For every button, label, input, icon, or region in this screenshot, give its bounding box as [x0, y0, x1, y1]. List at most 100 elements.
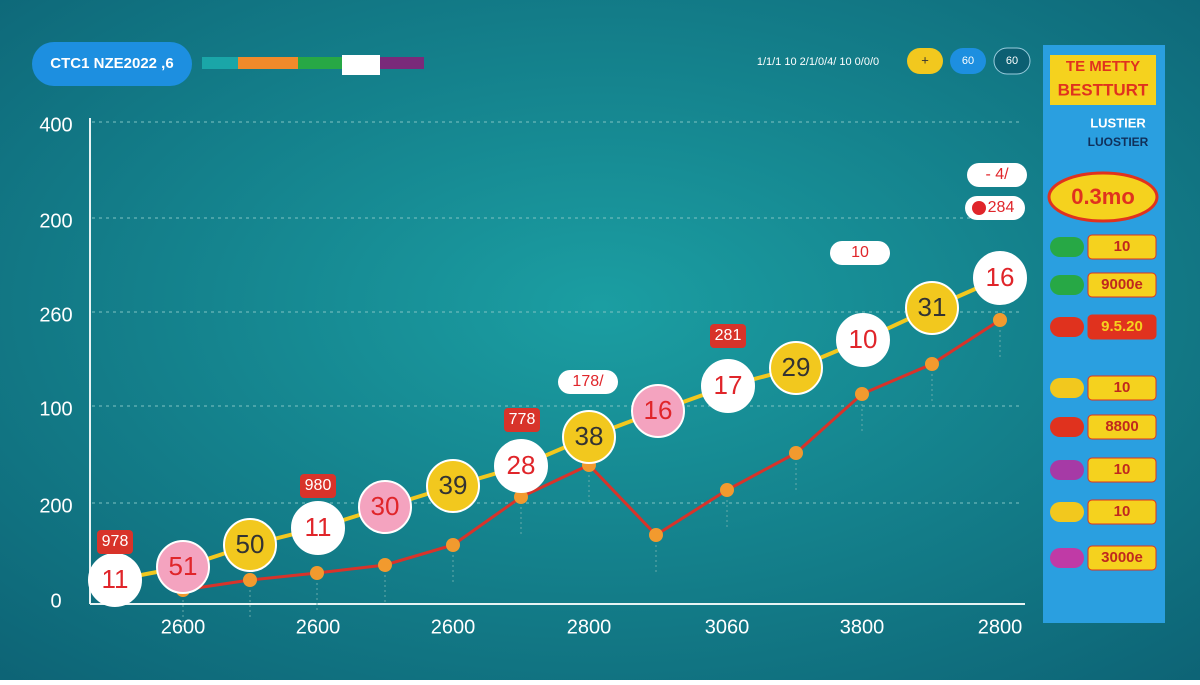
- row-box: [1087, 272, 1157, 298]
- red-dot: [993, 313, 1007, 327]
- bubble: [973, 251, 1027, 305]
- row-tag: [1050, 275, 1084, 295]
- red-dot: [446, 538, 460, 552]
- panel-title: TE METTY: [1066, 58, 1140, 75]
- bubble-label: 11: [305, 512, 332, 542]
- row-value: 9.5.20: [1101, 318, 1143, 335]
- callout-box: [967, 163, 1027, 187]
- bubble-label: 16: [986, 262, 1015, 292]
- bubble-label: 10: [849, 324, 878, 354]
- callout-box: [504, 408, 540, 432]
- panel-rows: 10 9000e 9.5.20 10 8800 10 10 3000e: [1050, 234, 1157, 571]
- row-tag: [1050, 548, 1084, 568]
- chart-area: 400 200 260 100 200 0 2600 2600 2600 2800 3060 3800…: [39, 114, 1027, 638]
- row-value: 9000e: [1101, 276, 1143, 293]
- row-tag: [1050, 317, 1084, 337]
- row-tag: [1050, 460, 1084, 480]
- button-label[interactable]: 60: [1006, 55, 1018, 67]
- callout-label: 178/: [572, 373, 604, 390]
- row-value: 10: [1114, 238, 1131, 255]
- status-text: 1/1/1 10 2/1/0/4/ 10 0/0/0: [757, 56, 879, 68]
- y-label: 200: [39, 495, 72, 517]
- callout-dot: [972, 201, 986, 215]
- button[interactable]: [950, 48, 986, 74]
- badge-text: CTC1 NZE2022 ,6: [50, 55, 173, 72]
- bubble: [631, 384, 685, 438]
- callout-label: 778: [509, 411, 536, 428]
- row-box: [1087, 314, 1157, 340]
- panel-headline-box: [1047, 171, 1159, 223]
- red-dot: [378, 558, 392, 572]
- x-label: 2600: [296, 616, 341, 638]
- bubble: [156, 540, 210, 594]
- red-dot: [720, 483, 734, 497]
- bubble-label: 28: [507, 450, 536, 480]
- y-label: 0: [50, 590, 61, 612]
- callout-label: 284: [988, 199, 1015, 216]
- panel-title: BESTTURT: [1058, 80, 1149, 99]
- y-label: 200: [39, 210, 72, 232]
- row-value: 10: [1114, 503, 1131, 520]
- row-tag: [1050, 502, 1084, 522]
- button-label[interactable]: 60: [962, 55, 974, 67]
- red-dot: [925, 357, 939, 371]
- badge: [32, 42, 192, 86]
- bubble-label: 38: [575, 421, 604, 451]
- row-box: [1087, 414, 1157, 440]
- bubble: [426, 459, 480, 513]
- y-label: 260: [39, 304, 72, 326]
- row-box: [1087, 545, 1157, 571]
- bubble-label: 51: [169, 551, 198, 581]
- bubble: [905, 281, 959, 335]
- bubble: [223, 518, 277, 572]
- bubble-label: 29: [782, 352, 811, 382]
- bubble: [358, 480, 412, 534]
- callout-label: - 4/: [985, 166, 1009, 183]
- row-value: 3000e: [1101, 549, 1143, 566]
- color-strip: [202, 55, 424, 75]
- button[interactable]: [907, 48, 943, 74]
- bubble-label: 31: [918, 292, 947, 322]
- panel-subtitle: LUOSTIER: [1088, 135, 1149, 149]
- row-value: 10: [1114, 379, 1131, 396]
- strip: [298, 57, 342, 69]
- callout-label: 281: [715, 327, 742, 344]
- x-label: 3060: [705, 616, 750, 638]
- callout-label: 10: [851, 244, 869, 261]
- red-dot: [243, 573, 257, 587]
- y-label: 400: [39, 114, 72, 136]
- panel-subtitle: LUSTIER: [1090, 115, 1146, 130]
- callout-box: [300, 474, 336, 498]
- bubble: [769, 341, 823, 395]
- red-dot: [514, 490, 528, 504]
- callout-box: [97, 530, 133, 554]
- button-label[interactable]: +: [921, 52, 929, 67]
- bubble: [562, 410, 616, 464]
- panel-title-box: [1050, 55, 1156, 105]
- bubble: [836, 313, 890, 367]
- red-dot: [649, 528, 663, 542]
- strip: [380, 57, 424, 69]
- button[interactable]: [993, 47, 1031, 75]
- bubble: [291, 501, 345, 555]
- x-label: 2600: [431, 616, 476, 638]
- bubble-label: 39: [439, 470, 468, 500]
- red-dot: [789, 446, 803, 460]
- bubble: [494, 439, 548, 493]
- callout-box: [558, 370, 618, 394]
- callout-box: [830, 241, 890, 265]
- bubble: [701, 359, 755, 413]
- x-label: 2800: [567, 616, 612, 638]
- red-dot: [310, 566, 324, 580]
- row-box: [1087, 499, 1157, 525]
- row-tag: [1050, 417, 1084, 437]
- strip: [238, 57, 298, 69]
- bubble-label: 17: [714, 370, 743, 400]
- x-label: 2800: [978, 616, 1023, 638]
- callout-label: 980: [305, 477, 332, 494]
- row-tag: [1050, 237, 1084, 257]
- callout-label: 978: [102, 533, 129, 550]
- y-label: 100: [39, 398, 72, 420]
- bubble-label: 16: [644, 395, 673, 425]
